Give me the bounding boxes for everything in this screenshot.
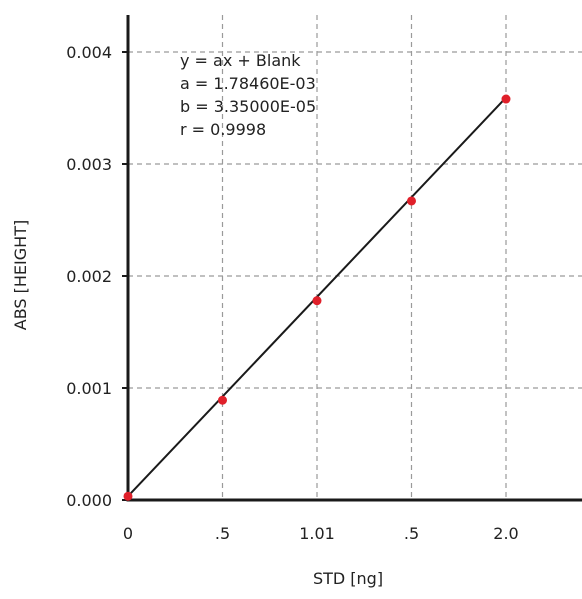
data-point	[123, 491, 133, 501]
x-tick-label: 0	[123, 524, 133, 543]
data-point	[501, 94, 511, 104]
grid-lines	[128, 15, 582, 500]
x-tick-label: .5	[215, 524, 230, 543]
x-tick-labels: 0 .5 1.01 .5 2.0	[123, 524, 519, 543]
equation-line: r = 0.9998	[180, 120, 266, 139]
y-tick-label: 0.002	[66, 267, 112, 286]
data-point	[218, 395, 227, 405]
equation-line: y = ax + Blank	[180, 51, 301, 70]
y-tick-label: 0.004	[66, 43, 112, 62]
x-axis-title: STD [ng]	[313, 569, 383, 588]
data-point	[407, 196, 416, 206]
y-tick-label: 0.001	[66, 379, 112, 398]
y-tick-label: 0.000	[66, 491, 112, 510]
x-tick-label: .5	[404, 524, 419, 543]
x-tick-label: 2.0	[493, 524, 518, 543]
equation-line: a = 1.78460E-03	[180, 74, 316, 93]
equation-line: b = 3.35000E-05	[180, 97, 316, 116]
data-series	[123, 94, 511, 501]
x-tick-label: 1.01	[299, 524, 335, 543]
equation-annotation: y = ax + Blank a = 1.78460E-03 b = 3.35000…	[180, 51, 316, 139]
y-tick-label: 0.003	[66, 155, 112, 174]
y-axis-title: ABS [HEIGHT]	[11, 220, 30, 330]
y-tick-labels: 0.000 0.001 0.002 0.003 0.004	[66, 43, 112, 510]
data-point	[312, 296, 322, 306]
axes	[122, 15, 582, 502]
